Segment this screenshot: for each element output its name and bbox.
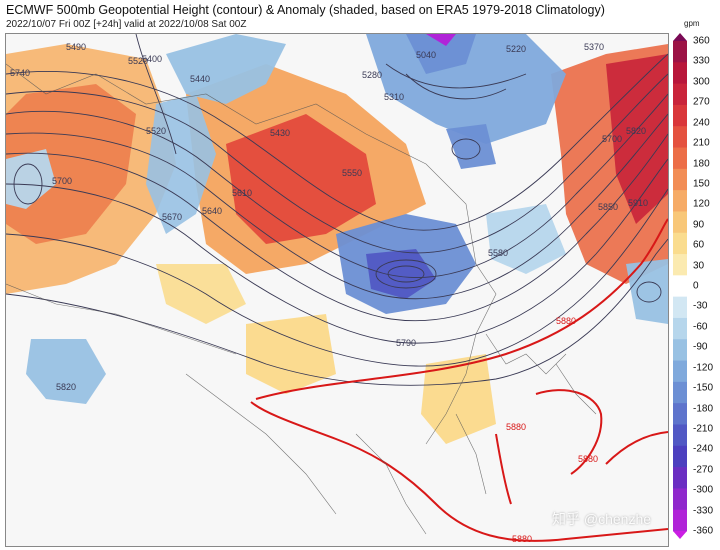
colorbar-tick-label: -30: [693, 300, 708, 312]
colorbar-segment: [673, 509, 687, 532]
contour-label: 5430: [270, 128, 290, 138]
contour-label: 5610: [232, 188, 252, 198]
colorbar-tick-label: -360: [693, 525, 714, 537]
contour-label-5880: 5880: [578, 454, 598, 464]
colorbar-tick-label: -270: [693, 464, 714, 476]
colorbar-segment: [673, 190, 687, 212]
contour-label: 5740: [10, 68, 30, 78]
colorbar-tick-label: -60: [693, 321, 708, 333]
colorbar-segment: [673, 445, 687, 468]
colorbar-segment: [673, 168, 687, 191]
contour-label: 5310: [384, 92, 404, 102]
coastlines: [6, 63, 597, 535]
colorbar-tick-label: 90: [693, 219, 705, 231]
5880-contour: [250, 218, 668, 542]
colorbar-segment: [673, 62, 687, 85]
colorbar-tick-label: -180: [693, 403, 714, 414]
colorbar-tick-label: 210: [693, 137, 710, 149]
chart-title: ECMWF 500mb Geopotential Height (contour…: [6, 3, 605, 17]
contour-label: 5520: [146, 126, 166, 136]
contour-label: 5850: [598, 202, 618, 212]
map-canvas: 5490 5520 5440 5400 5740 5700 5520 5670 …: [6, 34, 668, 544]
contour-label: 5280: [362, 70, 382, 80]
colorbar-tick-label: 150: [693, 178, 710, 190]
contour-label: 5910: [628, 198, 648, 208]
colorbar-segment: [673, 296, 687, 319]
anomaly-colorbar: [673, 33, 687, 539]
colorbar-segment: [673, 126, 687, 149]
colorbar-extend-top: [673, 33, 687, 41]
contour-label: 5440: [190, 74, 210, 84]
contour-label: 5220: [506, 44, 526, 54]
contour-label: 5670: [162, 212, 182, 222]
colorbar-segment: [673, 488, 687, 511]
contour-label: 5640: [202, 206, 222, 216]
colorbar-tick-label: 30: [693, 260, 705, 272]
colorbar-segment: [673, 83, 687, 106]
colorbar-segment: [673, 381, 687, 404]
colorbar-tick-label: 0: [693, 280, 699, 292]
colorbar-tick-label: 180: [693, 158, 710, 169]
contour-labels: 5490 5520 5440 5400 5740 5700 5520 5670 …: [10, 42, 648, 544]
colorbar-segment: [673, 211, 687, 234]
colorbar-tick-label: 60: [693, 239, 705, 251]
colorbar-tick-label: 360: [693, 35, 710, 47]
colorbar-segment: [673, 254, 687, 276]
contour-label: 5790: [396, 338, 416, 348]
colorbar-tick-label: 330: [693, 55, 710, 67]
colorbar-segment: [673, 424, 687, 447]
colorbar-segment: [673, 467, 687, 489]
colorbar-tick-label: 300: [693, 76, 710, 88]
contour-label-5880: 5880: [512, 534, 532, 544]
colorbar-tick-label: 120: [693, 198, 710, 210]
contour-label: 5040: [416, 50, 436, 60]
colorbar-segment: [673, 147, 687, 170]
contour-label: 5580: [488, 248, 508, 258]
colorbar-tick-label: -120: [693, 362, 714, 374]
colorbar-unit: gpm: [684, 19, 700, 28]
contour-label-5880: 5880: [506, 422, 526, 432]
colorbar-tick-label: -210: [693, 423, 714, 435]
contour-label: 5700: [52, 176, 72, 186]
colorbar-segment: [673, 41, 687, 63]
contour-label: 5700: [602, 134, 622, 144]
contour-label: 5820: [626, 126, 646, 136]
contour-label: 5550: [342, 168, 362, 178]
colorbar-segment: [673, 232, 687, 255]
contour-label: 5520: [128, 56, 148, 66]
colorbar-tick-label: -90: [693, 341, 708, 353]
colorbar-tick-label: -150: [693, 382, 714, 394]
colorbar-labels: 360 330 300 270 240 210 180 150 120 90 60 30 0 -30 -60…: [693, 33, 719, 539]
contour-label: 5490: [66, 42, 86, 52]
colorbar-segment: [673, 104, 687, 127]
colorbar-extend-bottom: [673, 531, 687, 539]
colorbar-segment: [673, 403, 687, 425]
height-contours: [6, 34, 668, 386]
contour-label: 5370: [584, 42, 604, 52]
colorbar-tick-label: -300: [693, 484, 714, 496]
contour-label: 5400: [142, 54, 162, 64]
colorbar-segment: [673, 275, 687, 298]
watermark: 知乎 @chenzhe: [552, 511, 652, 527]
colorbar-tick-label: -330: [693, 505, 714, 517]
colorbar-segment: [673, 339, 687, 362]
colorbar-segment: [673, 317, 687, 340]
colorbar-tick-label: 240: [693, 117, 710, 129]
colorbar-tick-label: -240: [693, 443, 714, 455]
contour-label: 5820: [56, 382, 76, 392]
chart-subtitle: 2022/10/07 Fri 00Z [+24h] valid at 2022/…: [6, 19, 247, 30]
contour-label-5880: 5880: [556, 316, 576, 326]
colorbar-segment: [673, 360, 687, 383]
colorbar-tick-label: 270: [693, 96, 710, 108]
map-panel: 5490 5520 5440 5400 5740 5700 5520 5670 …: [5, 33, 669, 547]
